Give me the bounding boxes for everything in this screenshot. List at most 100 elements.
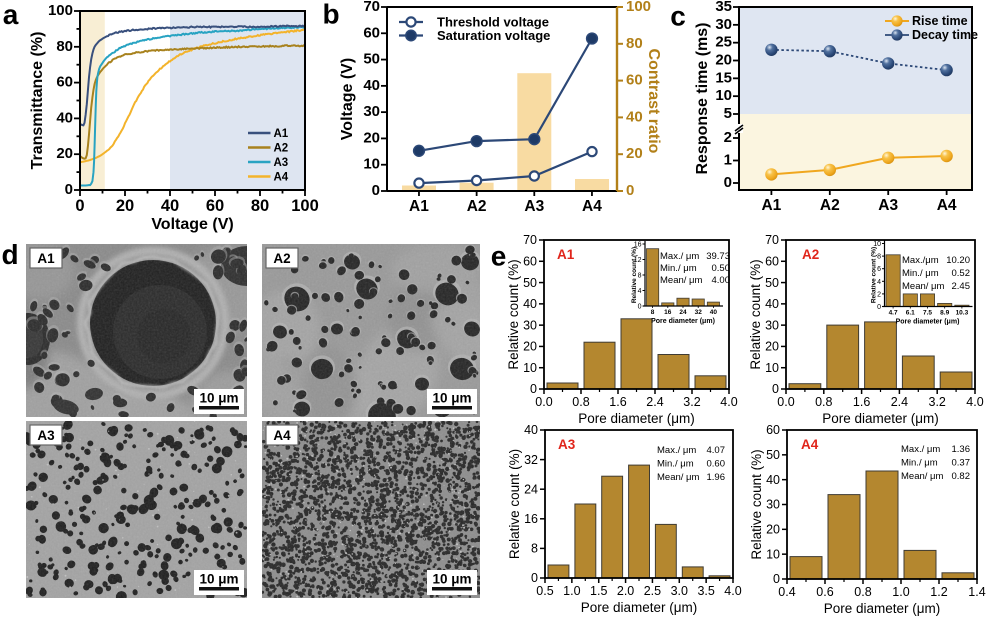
- svg-text:40: 40: [710, 309, 718, 316]
- svg-text:0.8: 0.8: [815, 395, 832, 409]
- svg-text:10: 10: [873, 241, 881, 248]
- svg-text:c: c: [670, 1, 686, 32]
- svg-text:Relative count (%): Relative count (%): [871, 247, 878, 303]
- svg-text:10 μm: 10 μm: [199, 391, 238, 406]
- svg-text:A1: A1: [274, 128, 289, 140]
- svg-text:20: 20: [766, 523, 780, 537]
- svg-text:32: 32: [524, 453, 538, 467]
- svg-text:1.6: 1.6: [853, 395, 870, 409]
- svg-text:60: 60: [206, 197, 224, 215]
- svg-text:A3: A3: [274, 157, 289, 169]
- svg-text:100: 100: [291, 197, 319, 215]
- svg-text:0: 0: [75, 197, 84, 215]
- svg-text:1.96: 1.96: [707, 472, 726, 483]
- svg-text:10.20: 10.20: [946, 255, 970, 266]
- svg-text:4.0: 4.0: [966, 395, 983, 409]
- svg-text:2.5: 2.5: [644, 584, 661, 598]
- svg-text:A1: A1: [409, 198, 429, 215]
- svg-text:Decay time: Decay time: [912, 28, 978, 42]
- svg-text:Max./ μm: Max./ μm: [657, 445, 696, 456]
- svg-text:2: 2: [877, 291, 881, 298]
- svg-text:4.0: 4.0: [724, 584, 741, 598]
- svg-text:1.36: 1.36: [952, 444, 971, 455]
- svg-text:8: 8: [651, 309, 655, 316]
- svg-text:Mean/ μm: Mean/ μm: [902, 281, 945, 292]
- svg-text:Voltage (V): Voltage (V): [339, 58, 356, 140]
- svg-text:3.2: 3.2: [929, 395, 946, 409]
- svg-text:6.1: 6.1: [906, 310, 915, 317]
- svg-text:30: 30: [715, 16, 732, 33]
- svg-text:20: 20: [523, 340, 537, 354]
- svg-text:30: 30: [765, 318, 779, 332]
- svg-text:Pore diameter (μm): Pore diameter (μm): [578, 411, 695, 426]
- svg-text:A1: A1: [761, 197, 781, 214]
- svg-text:A1: A1: [557, 247, 575, 262]
- svg-text:80: 80: [626, 35, 643, 52]
- svg-text:25: 25: [715, 34, 732, 51]
- svg-text:20: 20: [56, 145, 73, 162]
- svg-text:Mean/ μm: Mean/ μm: [657, 472, 700, 483]
- svg-text:Pore diameter (μm): Pore diameter (μm): [896, 319, 960, 326]
- svg-text:10: 10: [363, 156, 380, 173]
- svg-text:60: 60: [363, 24, 380, 41]
- svg-text:70: 70: [363, 0, 380, 15]
- svg-text:A3: A3: [878, 197, 898, 214]
- svg-text:Min./ μm: Min./ μm: [901, 458, 938, 469]
- svg-text:0: 0: [531, 571, 538, 585]
- svg-text:0: 0: [724, 174, 732, 191]
- svg-text:A4: A4: [274, 172, 289, 184]
- svg-text:A2: A2: [274, 143, 289, 155]
- svg-text:Relative count (%): Relative count (%): [748, 259, 763, 369]
- svg-text:Pore diameter (μm): Pore diameter (μm): [824, 601, 941, 616]
- svg-text:4: 4: [877, 279, 881, 286]
- svg-text:1.4: 1.4: [968, 585, 985, 599]
- svg-text:Min./ μm: Min./ μm: [657, 459, 694, 470]
- svg-text:Relative count (%): Relative count (%): [749, 449, 764, 559]
- svg-text:1: 1: [724, 152, 732, 169]
- svg-text:5: 5: [724, 105, 732, 122]
- svg-text:16: 16: [634, 242, 642, 249]
- svg-text:A4: A4: [937, 197, 957, 214]
- svg-text:A1: A1: [37, 251, 55, 266]
- svg-text:2.0: 2.0: [617, 584, 634, 598]
- svg-text:39.73: 39.73: [706, 251, 730, 262]
- svg-text:1.0: 1.0: [563, 584, 580, 598]
- svg-text:8: 8: [531, 542, 538, 556]
- svg-text:0.6: 0.6: [816, 585, 833, 599]
- svg-text:8: 8: [638, 273, 642, 280]
- svg-text:Mean/ μm: Mean/ μm: [660, 275, 703, 286]
- svg-text:1.6: 1.6: [609, 395, 626, 409]
- svg-text:Saturation voltage: Saturation voltage: [437, 28, 550, 43]
- svg-text:3.5: 3.5: [697, 584, 714, 598]
- svg-text:Pore diameter (μm): Pore diameter (μm): [651, 318, 715, 325]
- svg-text:Min./ μm: Min./ μm: [660, 263, 697, 274]
- svg-text:Relative count (%): Relative count (%): [506, 259, 521, 369]
- svg-text:10 μm: 10 μm: [432, 572, 471, 587]
- svg-text:80: 80: [251, 197, 269, 215]
- svg-text:A4: A4: [273, 428, 291, 443]
- svg-text:40: 40: [523, 297, 537, 311]
- svg-text:0: 0: [877, 304, 881, 311]
- svg-text:Voltage (V): Voltage (V): [151, 216, 233, 233]
- svg-text:Mean/ μm: Mean/ μm: [901, 471, 944, 482]
- svg-text:0.50: 0.50: [712, 263, 731, 274]
- svg-text:2: 2: [724, 129, 732, 146]
- svg-text:Rise time: Rise time: [912, 14, 968, 28]
- svg-text:0: 0: [638, 304, 642, 311]
- svg-text:40: 40: [56, 109, 73, 126]
- svg-text:a: a: [3, 0, 19, 30]
- svg-text:10: 10: [765, 361, 779, 375]
- svg-text:A4: A4: [582, 198, 602, 215]
- svg-text:40: 40: [765, 297, 779, 311]
- svg-text:50: 50: [766, 448, 780, 462]
- svg-text:60: 60: [56, 74, 73, 91]
- svg-text:Max./ μm: Max./ μm: [660, 251, 699, 262]
- svg-text:0.37: 0.37: [952, 458, 971, 469]
- svg-text:A3: A3: [37, 428, 55, 443]
- svg-text:20: 20: [116, 197, 134, 215]
- svg-text:0.8: 0.8: [572, 395, 589, 409]
- svg-text:A3: A3: [558, 437, 576, 452]
- svg-text:7.5: 7.5: [923, 310, 932, 317]
- svg-text:0.60: 0.60: [707, 459, 726, 470]
- svg-text:8: 8: [877, 254, 881, 261]
